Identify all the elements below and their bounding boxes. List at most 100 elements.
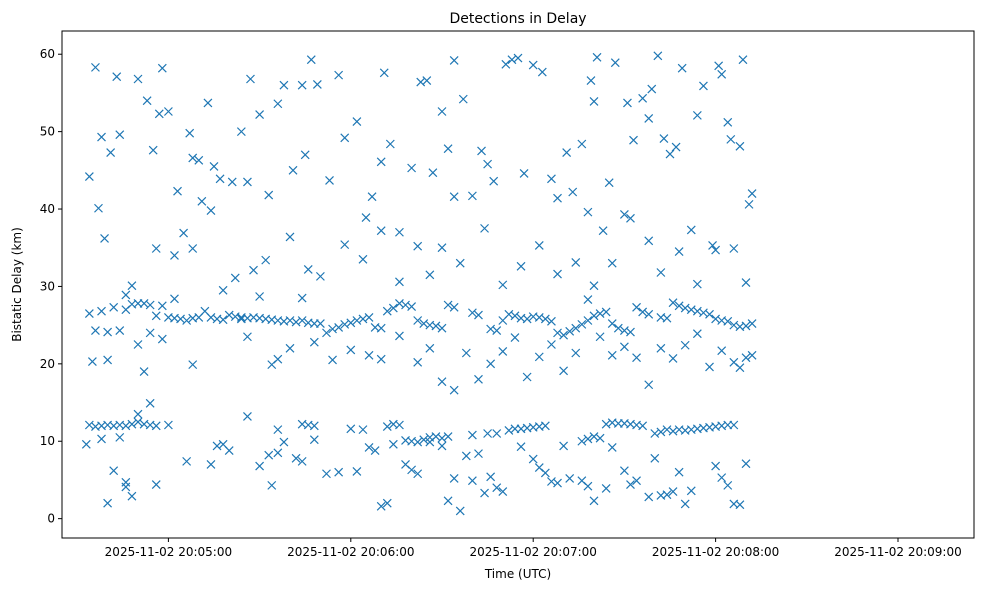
detection-point: [619, 466, 629, 476]
detection-point: [246, 74, 255, 84]
detection-point: [297, 456, 307, 466]
detection-point: [157, 334, 167, 344]
detection-point: [729, 420, 739, 430]
detection-point: [243, 177, 252, 187]
x-tick-label: 2025-11-02 20:05:00: [105, 545, 232, 559]
detection-point: [297, 316, 307, 325]
detection-point: [264, 190, 274, 200]
detection-point: [510, 311, 520, 321]
detection-point: [212, 441, 222, 451]
detection-point: [650, 453, 660, 463]
detection-point: [285, 316, 295, 325]
scatter-points: [81, 51, 757, 516]
detection-point: [173, 186, 182, 196]
detection-point: [501, 59, 511, 69]
detection-point: [364, 350, 374, 360]
detection-point: [735, 500, 745, 510]
detection-point: [467, 191, 477, 201]
detection-point: [595, 309, 605, 318]
detection-point: [547, 477, 556, 486]
detection-point: [407, 465, 417, 475]
y-tick-label: 10: [40, 434, 55, 448]
detection-point: [84, 172, 94, 181]
detection-point: [467, 308, 477, 318]
detection-point: [638, 421, 648, 431]
detection-point: [656, 268, 666, 277]
detection-point: [273, 425, 283, 435]
detection-point: [170, 251, 179, 260]
detection-point: [157, 301, 167, 311]
detection-point: [674, 467, 684, 477]
detection-point: [352, 117, 362, 126]
detection-point: [738, 55, 748, 65]
detection-point: [358, 425, 368, 435]
detection-point: [334, 467, 344, 477]
detection-point: [273, 99, 283, 109]
detection-point: [717, 346, 727, 356]
detection-point: [285, 232, 295, 242]
detection-point: [112, 72, 122, 82]
detection-point: [437, 433, 447, 443]
detection-point: [185, 128, 195, 138]
detection-point: [492, 429, 502, 438]
x-tick-label: 2025-11-02 20:09:00: [834, 545, 961, 559]
detection-point: [610, 58, 620, 68]
detection-point: [422, 76, 432, 85]
detection-point: [346, 318, 356, 328]
detection-point: [224, 310, 234, 320]
y-axis-ticks: 0 10 20 30 40 50 60: [40, 47, 62, 526]
detection-point: [206, 460, 216, 469]
detection-point: [364, 312, 374, 322]
detection-point: [255, 110, 265, 120]
detection-point: [431, 321, 441, 331]
detection-point: [467, 476, 477, 486]
detection-point: [474, 374, 483, 384]
x-axis-label: Time (UTC): [484, 567, 551, 581]
detection-point: [407, 163, 417, 173]
detection-point: [395, 299, 404, 308]
detection-point: [100, 234, 109, 243]
detection-point: [528, 60, 538, 70]
detection-point: [589, 281, 599, 291]
detection-point: [668, 426, 678, 436]
detection-point: [297, 80, 307, 90]
x-tick-label: 2025-11-02 20:06:00: [287, 545, 414, 559]
detection-point: [553, 193, 562, 203]
detection-point: [133, 340, 143, 349]
detection-point: [705, 362, 714, 372]
detection-point: [94, 203, 103, 213]
detection-point: [154, 109, 164, 119]
detection-point: [619, 210, 629, 219]
detection-point: [662, 425, 672, 435]
detection-point: [443, 144, 453, 154]
y-tick-label: 30: [40, 279, 55, 293]
detection-point: [632, 476, 641, 486]
detection-point: [665, 149, 675, 159]
detection-point: [127, 281, 137, 291]
detection-point: [385, 139, 395, 149]
detection-point: [443, 432, 453, 442]
detection-point: [230, 273, 240, 283]
detection-point: [692, 329, 702, 339]
detection-point: [577, 139, 587, 149]
detection-point: [711, 314, 721, 324]
detection-point: [376, 323, 386, 333]
detection-point: [413, 357, 423, 367]
detection-point: [407, 302, 417, 311]
detection-point: [322, 469, 331, 479]
y-tick-label: 0: [47, 512, 55, 526]
detection-point: [589, 97, 599, 106]
detection-point: [577, 436, 587, 446]
detection-point: [382, 306, 392, 316]
detection-point: [626, 327, 635, 337]
detection-point: [361, 213, 371, 222]
detection-point: [255, 461, 265, 471]
detection-point: [382, 422, 392, 431]
detection-point: [449, 192, 459, 202]
detection-point: [115, 432, 125, 442]
detection-point: [680, 303, 690, 313]
detection-point: [388, 439, 398, 449]
detection-point: [297, 293, 307, 303]
detection-point: [170, 294, 179, 304]
detection-point: [291, 453, 301, 463]
